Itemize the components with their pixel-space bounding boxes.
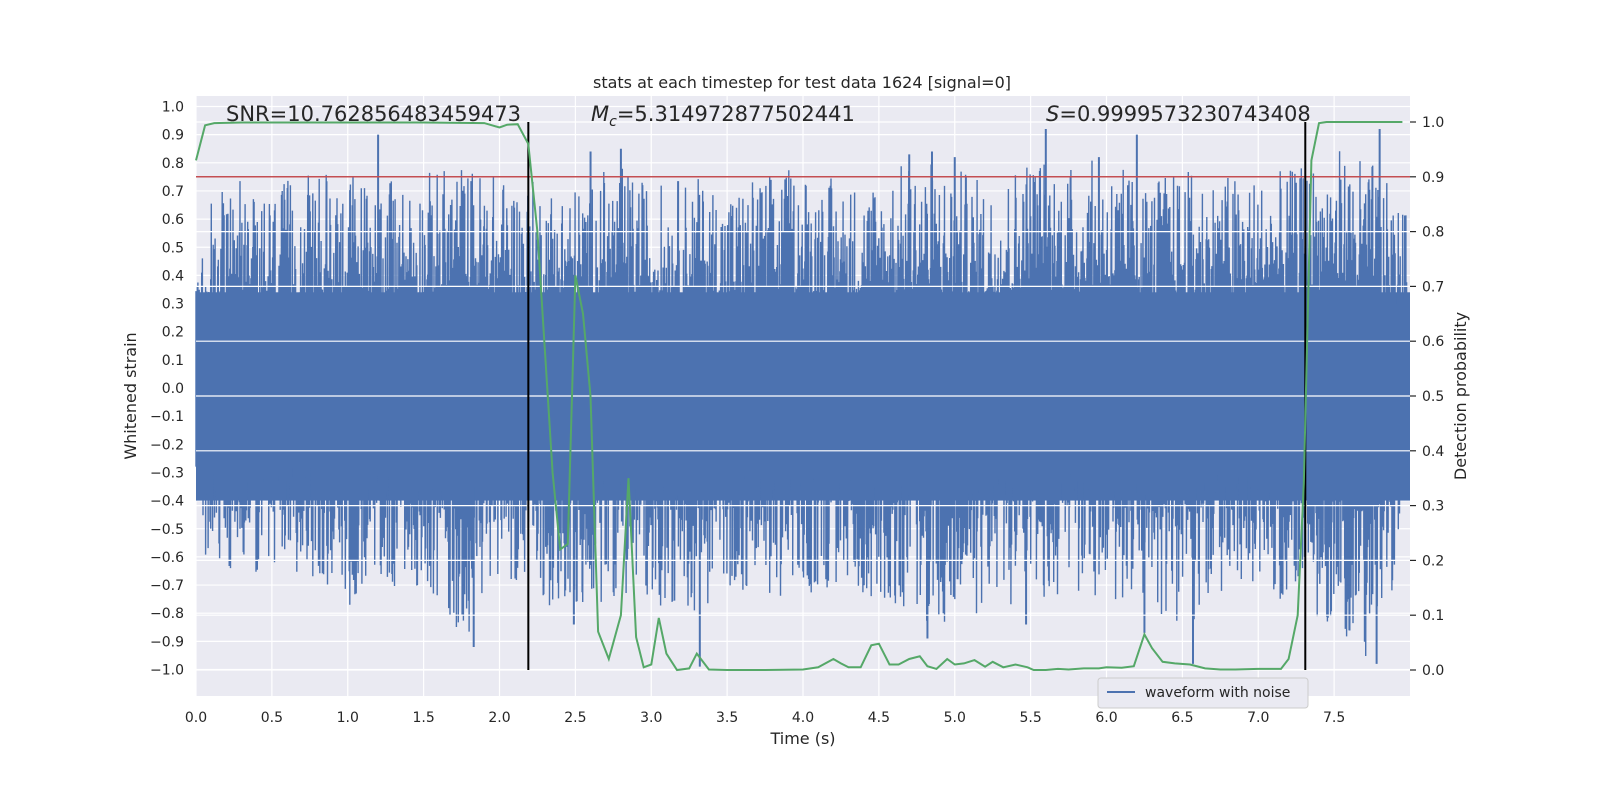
legend: waveform with noise [1097,677,1309,709]
x-tick-label: 4.5 [868,710,890,726]
x-tick-label: 7.0 [1247,710,1269,726]
x-tick-label: 3.5 [716,710,738,726]
legend-box [1097,677,1309,709]
y-tick-label-left: 0.2 [162,325,184,341]
snr-annotation: SNR=10.762856483459473 [226,102,521,126]
x-tick-label: 0.5 [261,710,283,726]
y-tick-label-left: 0.1 [162,353,184,369]
axes: 0.0 0.5 1.0 1.5 2.0 2.5 3.0 3.5 4.0 4.5 5.0 5.5 6.0 6… [150,100,1444,727]
mc-symbol: M [591,102,609,126]
y-tick-label-left: −0.4 [150,494,184,510]
x-tick-label: 1.0 [337,710,359,726]
y-tick-label-right: 0.3 [1422,499,1444,515]
waveform-line [195,151,1410,657]
y-tick-label-left: −0.9 [150,634,184,650]
x-tick-label: 4.0 [792,710,814,726]
y-tick-label-left: −0.5 [150,522,184,538]
legend-label: waveform with noise [1145,685,1290,701]
mc-annotation: Mc=5.314972877502441 [591,102,855,130]
y-tick-label-left: −0.3 [150,465,184,481]
y-tick-label-left: 0.5 [162,240,184,256]
y-tick-label-left: 1.0 [162,100,184,116]
y-tick-label-left: 0.8 [162,156,184,172]
x-tick-label: 6.5 [1171,710,1193,726]
y-tick-label-right: 0.2 [1422,553,1444,569]
x-tick-label: 0.0 [185,710,207,726]
x-tick-label: 2.0 [488,710,510,726]
y-tick-label-right: 0.7 [1422,279,1444,295]
y-tick-label-left: 0.0 [162,381,184,397]
probability-line [195,121,1403,672]
y-tick-label-left: 0.6 [162,212,184,228]
y-tick-label-left: −0.6 [150,550,184,566]
s-symbol: S [1046,102,1059,126]
x-tick-label: 1.5 [412,710,434,726]
y-tick-label-right: 0.4 [1422,444,1444,460]
y-tick-label-right: 0.5 [1422,389,1444,405]
mc-subscript: c [609,114,617,130]
x-tick-label: 5.0 [944,710,966,726]
x-tick-label: 5.5 [1019,710,1041,726]
y-tick-label-right: 0.1 [1422,608,1444,624]
y-axis-label-right: Detection probability [1451,312,1470,480]
x-tick-label: 7.5 [1323,710,1345,726]
s-value: =0.9999573230743408 [1059,102,1310,126]
y-tick-label-right: 1.0 [1422,115,1444,131]
probability-series [195,121,1403,672]
y-tick-label-left: 0.7 [162,184,184,200]
chart-title: stats at each timestep for test data 162… [593,73,1011,92]
y-tick-label-left: −0.8 [150,606,184,622]
x-tick-label: 2.5 [564,710,586,726]
y-tick-label-left: 0.3 [162,297,184,313]
y-axis-label-left: Whitened strain [121,332,140,459]
y-tick-label-left: −0.1 [150,409,184,425]
x-tick-label: 3.0 [640,710,662,726]
mc-value: =5.314972877502441 [617,102,855,126]
y-tick-label-left: −1.0 [150,663,184,679]
y-tick-label-right: 0.9 [1422,170,1444,186]
y-tick-label-right: 0.0 [1422,663,1444,679]
x-axis-label: Time (s) [769,729,835,748]
y-tick-label-left: −0.7 [150,578,184,594]
y-tick-label-left: −0.2 [150,437,184,453]
y-tick-label-left: 0.9 [162,128,184,144]
s-annotation: S=0.9999573230743408 [1046,102,1311,126]
x-tick-label: 6.0 [1095,710,1117,726]
y-tick-label-right: 0.6 [1422,334,1444,350]
y-tick-label-right: 0.8 [1422,225,1444,241]
y-tick-label-left: 0.4 [162,268,184,284]
